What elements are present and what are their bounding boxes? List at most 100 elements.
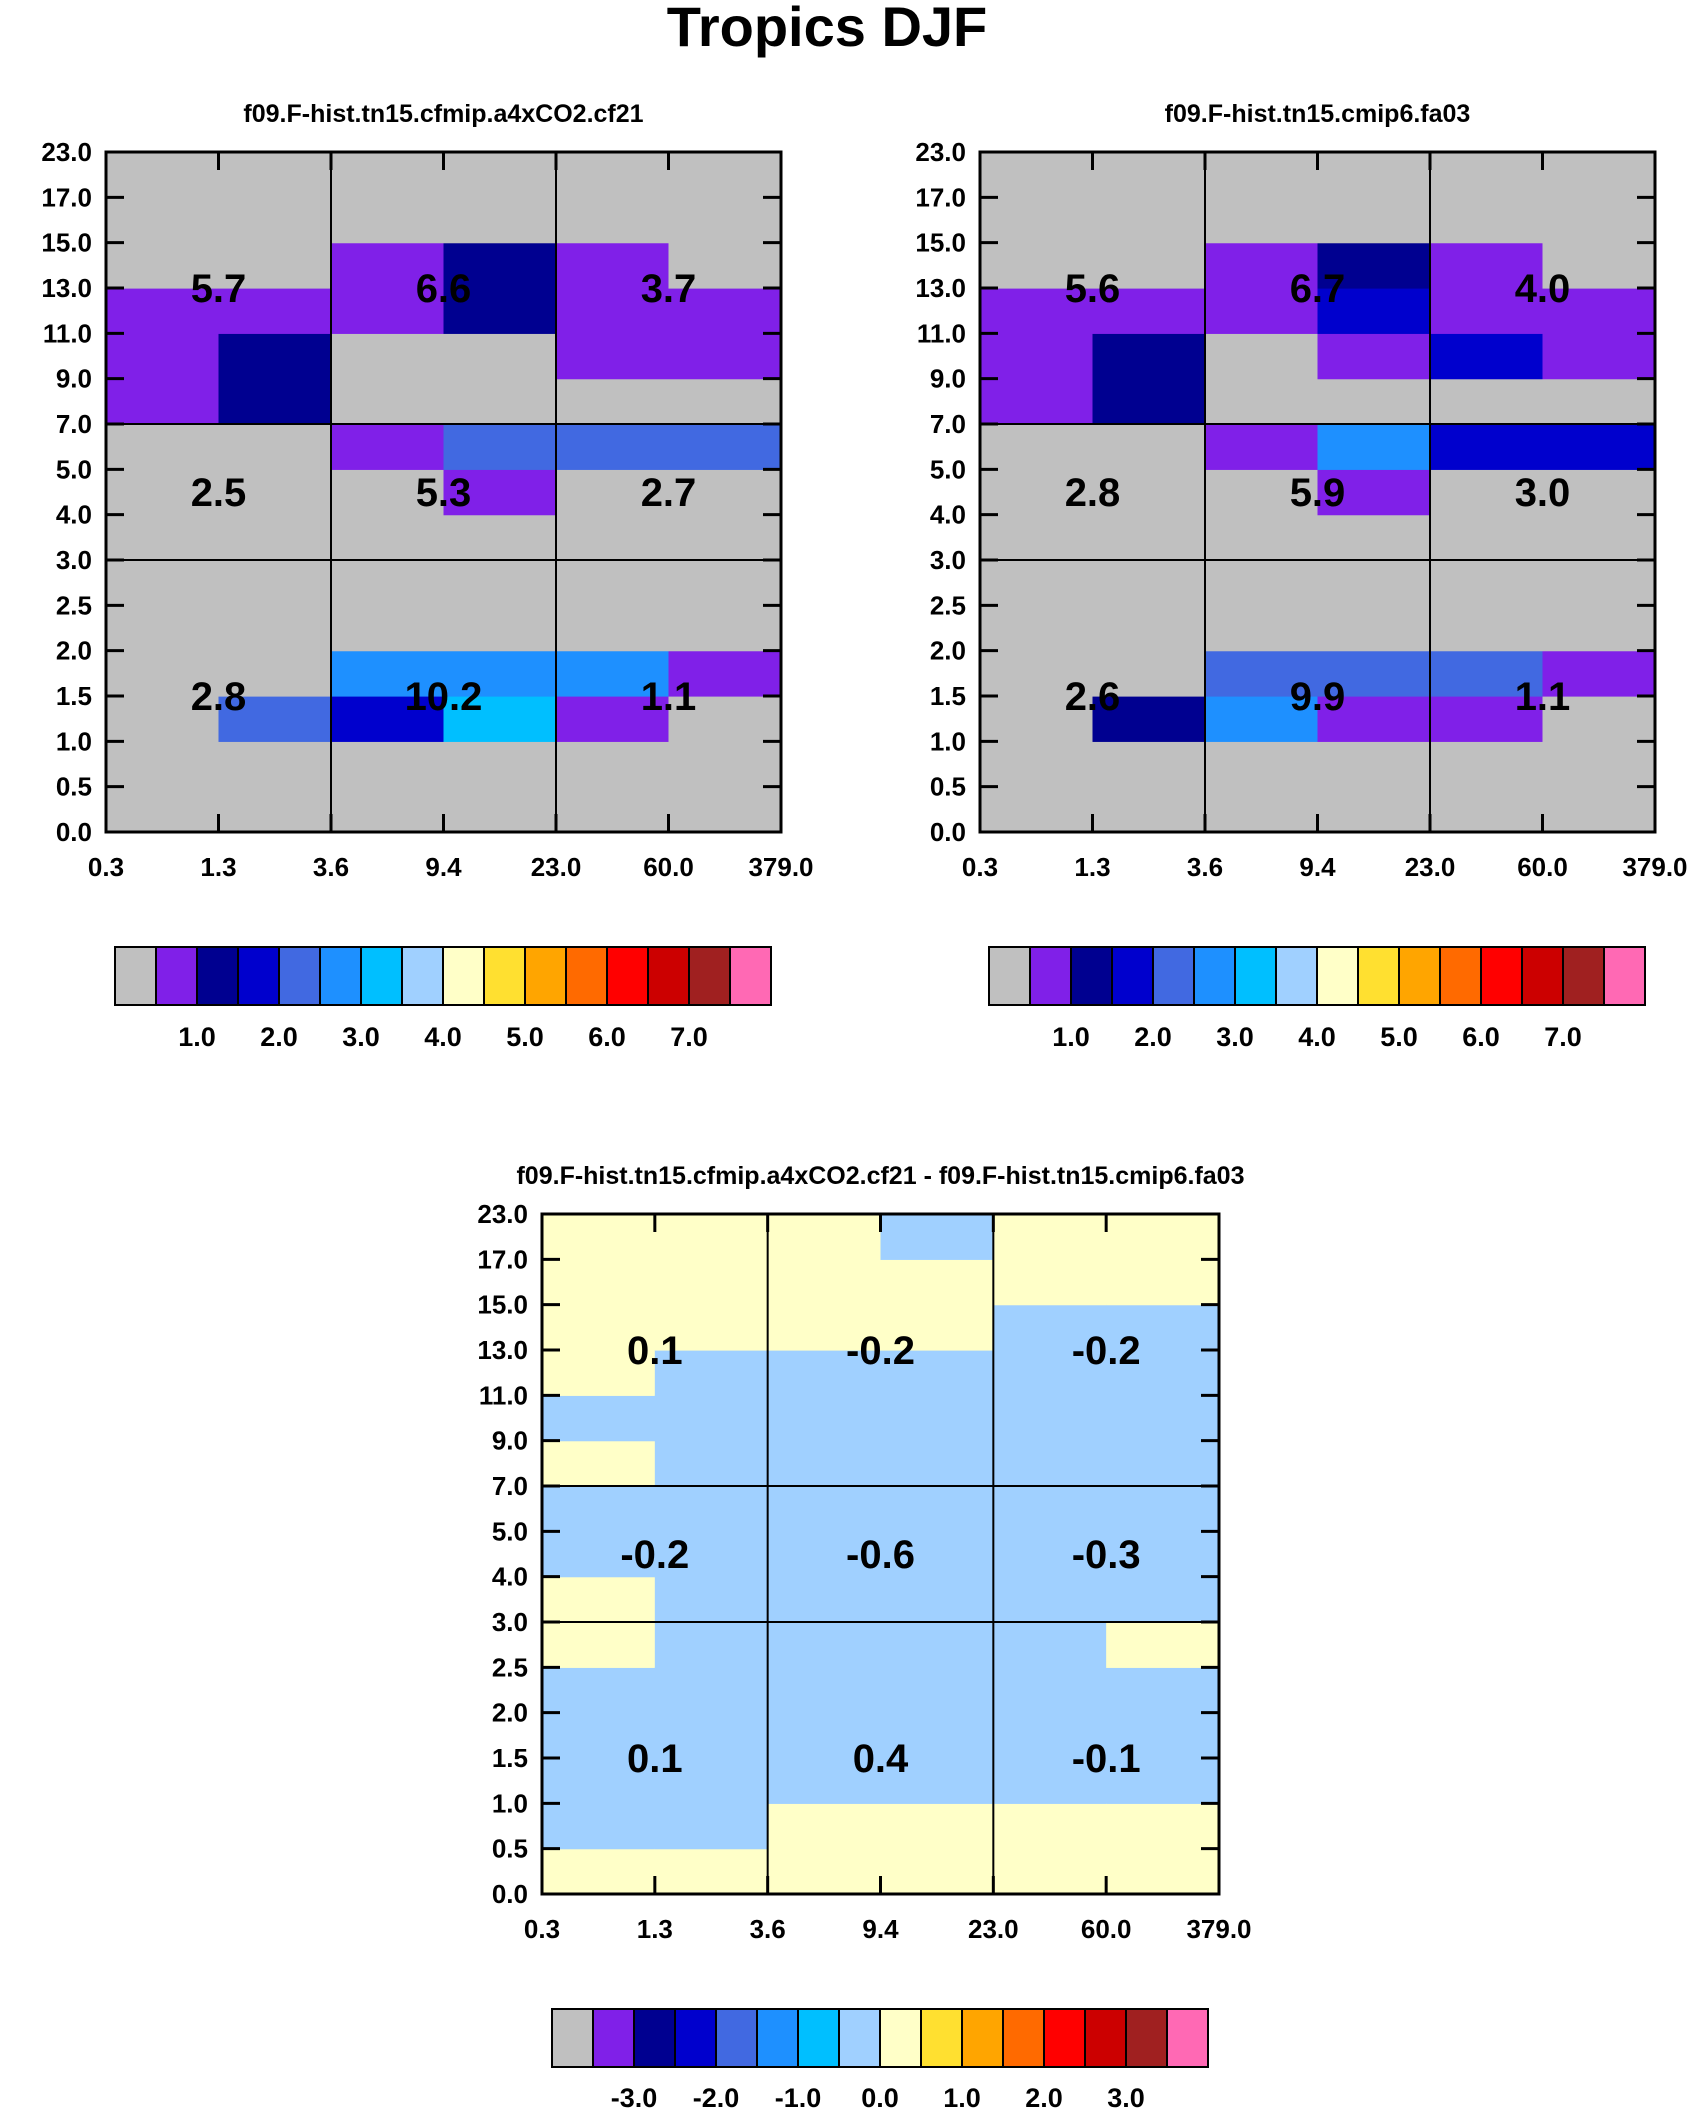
heatmap-cell bbox=[542, 1576, 656, 1623]
heatmap-cell bbox=[1106, 1259, 1220, 1306]
colorbar-label: -3.0 bbox=[611, 2083, 658, 2109]
heatmap-cell bbox=[1430, 469, 1544, 516]
heatmap-cell bbox=[1317, 786, 1431, 833]
box-value-label: 2.8 bbox=[1065, 471, 1121, 515]
heatmap-cell bbox=[443, 741, 557, 788]
heatmap-cell bbox=[767, 1803, 882, 1850]
heatmap-cell bbox=[654, 1531, 769, 1578]
heatmap-cell bbox=[106, 242, 220, 289]
heatmap-cell bbox=[218, 152, 332, 198]
heatmap-cell bbox=[1205, 242, 1319, 289]
heatmap-cell bbox=[1542, 650, 1656, 697]
heatmap-cell bbox=[654, 1758, 769, 1804]
heatmap-cell bbox=[880, 1622, 994, 1668]
heatmap-cell bbox=[556, 152, 670, 198]
y-tick-label: 15.0 bbox=[915, 228, 966, 258]
y-tick-label: 2.0 bbox=[56, 636, 92, 666]
box-value-label: 5.7 bbox=[191, 267, 247, 311]
colorbar-swatch bbox=[1084, 2008, 1127, 2068]
heatmap-cell bbox=[654, 1440, 769, 1487]
heatmap-cell bbox=[1092, 424, 1206, 470]
heatmap-cell bbox=[1106, 1440, 1220, 1487]
heatmap-cell bbox=[654, 1667, 769, 1714]
colorbar-swatch bbox=[1152, 946, 1195, 1006]
y-tick-label: 0.0 bbox=[56, 817, 92, 847]
heatmap-cell bbox=[767, 1667, 882, 1714]
heatmap-cell bbox=[542, 1803, 656, 1850]
heatmap-cell bbox=[993, 1622, 1107, 1668]
heatmap-cell bbox=[668, 514, 782, 561]
heatmap-cell bbox=[1106, 1848, 1220, 1895]
heatmap-cell bbox=[1106, 1486, 1220, 1532]
heatmap-cell bbox=[1542, 333, 1656, 380]
heatmap-cell bbox=[556, 469, 670, 516]
heatmap-cell bbox=[993, 1848, 1107, 1895]
heatmap-cell bbox=[331, 197, 445, 244]
heatmap-cell bbox=[542, 1622, 656, 1668]
y-tick-label: 2.0 bbox=[492, 1698, 528, 1728]
y-tick-label: 13.0 bbox=[41, 273, 92, 303]
y-tick-label: 2.5 bbox=[930, 590, 966, 620]
heatmap-cell bbox=[106, 469, 220, 516]
x-tick-label: 3.6 bbox=[750, 1914, 786, 1944]
heatmap-cell bbox=[993, 1395, 1107, 1442]
heatmap-cell bbox=[1317, 242, 1431, 289]
heatmap-cell bbox=[980, 605, 1094, 652]
heatmap-cell bbox=[542, 1531, 656, 1578]
heatmap-cell bbox=[1092, 469, 1206, 516]
box-value-label: 0.4 bbox=[853, 1737, 909, 1781]
x-tick-label: 0.3 bbox=[88, 852, 124, 882]
heatmap-cell bbox=[443, 197, 557, 244]
figure-title: Tropics DJF bbox=[667, 0, 988, 58]
heatmap-cell bbox=[668, 197, 782, 244]
heatmap-cell bbox=[1317, 469, 1431, 516]
colorbar-swatch bbox=[1193, 946, 1236, 1006]
box-value-label: 9.9 bbox=[1290, 675, 1346, 719]
heatmap-cell bbox=[1106, 1803, 1220, 1850]
panel-title: f09.F-hist.tn15.cmip6.fa03 bbox=[1165, 100, 1471, 128]
heatmap-cell bbox=[556, 605, 670, 652]
heatmap-cell bbox=[767, 1259, 882, 1306]
y-tick-label: 17.0 bbox=[915, 182, 966, 212]
y-tick-label: 9.0 bbox=[930, 364, 966, 394]
heatmap-cell bbox=[218, 514, 332, 561]
colorbar-swatch bbox=[1070, 946, 1113, 1006]
heatmap-cell bbox=[993, 1531, 1107, 1578]
heatmap-cell bbox=[654, 1803, 769, 1850]
heatmap-cell bbox=[542, 1350, 656, 1396]
heatmap-cell bbox=[993, 1486, 1107, 1532]
heatmap-cell bbox=[1092, 650, 1206, 697]
heatmap-cell bbox=[880, 1440, 994, 1487]
heatmap-cell bbox=[331, 741, 445, 788]
heatmap-cell bbox=[556, 650, 670, 697]
heatmap-cell bbox=[1092, 741, 1206, 788]
heatmap-cell bbox=[980, 333, 1094, 380]
heatmap-cell bbox=[980, 152, 1094, 198]
box-value-label: 2.6 bbox=[1065, 675, 1121, 719]
heatmap-cell bbox=[1317, 152, 1431, 198]
heatmap-cell bbox=[1205, 333, 1319, 380]
heatmap-cell bbox=[1542, 424, 1656, 470]
heatmap-cell bbox=[1205, 560, 1319, 606]
colorbar-label: 4.0 bbox=[1298, 1022, 1336, 1052]
box-value-label: 4.0 bbox=[1515, 267, 1571, 311]
y-tick-label: 3.0 bbox=[492, 1607, 528, 1637]
panel-2: f09.F-hist.tn15.cmip6.fa03 0.0 0.5 1.0 1.5 2.… bbox=[915, 100, 1687, 882]
heatmap-cell bbox=[1106, 1395, 1220, 1442]
heatmap-cell bbox=[980, 741, 1094, 788]
heatmap-cell bbox=[542, 1440, 656, 1487]
heatmap-cell bbox=[542, 1259, 656, 1306]
heatmap-cell bbox=[668, 786, 782, 833]
heatmap-cell bbox=[556, 424, 670, 470]
heatmap-cell bbox=[331, 378, 445, 425]
colorbar-label: 7.0 bbox=[1544, 1022, 1582, 1052]
heatmap-cell bbox=[1106, 1758, 1220, 1804]
heatmap-cell bbox=[993, 1304, 1107, 1351]
y-tick-label: 17.0 bbox=[477, 1244, 528, 1274]
y-tick-label: 1.0 bbox=[56, 726, 92, 756]
box-value-label: 0.1 bbox=[627, 1737, 683, 1781]
x-tick-label: 60.0 bbox=[643, 852, 694, 882]
heatmap-cell bbox=[980, 242, 1094, 289]
y-tick-label: 1.5 bbox=[492, 1743, 528, 1773]
heatmap-cell bbox=[1317, 741, 1431, 788]
